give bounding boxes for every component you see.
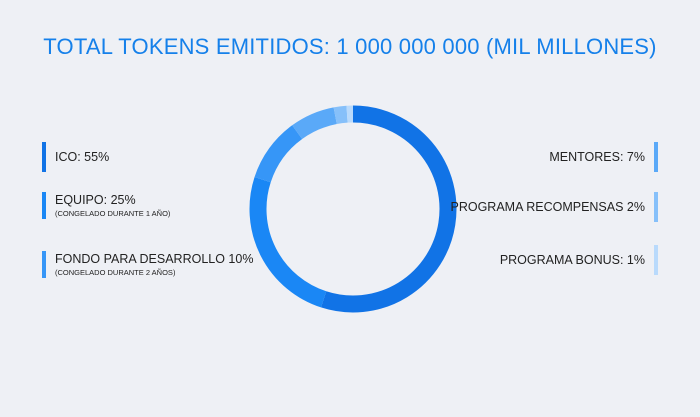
legend-label: FONDO PARA DESARROLLO 10%: [55, 252, 254, 266]
legend-item-fondo-para-desarrollo: FONDO PARA DESARROLLO 10% (CONGELADO DURA…: [42, 251, 253, 278]
donut-slice-programa-recompensas: [333, 105, 348, 125]
legend-note: (CONGELADO DURANTE 2 AÑOS): [55, 268, 176, 277]
chart-title: TOTAL TOKENS EMITIDOS: 1 000 000 000 (MI…: [43, 34, 657, 59]
donut-slice-ico: [321, 105, 457, 313]
legend-label: PROGRAMA RECOMPENSAS 2%: [450, 200, 646, 214]
donut-slice-equipo: [249, 177, 327, 308]
donut-slice-fondo-para-desarrollo: [254, 125, 303, 183]
legend-label: MENTORES: 7%: [549, 150, 645, 164]
donut-slice-mentores: [292, 107, 338, 140]
legend-item-ico: ICO: 55%: [42, 142, 109, 172]
legend-item-equipo: EQUIPO: 25% (CONGELADO DURANTE 1 AÑO): [42, 192, 170, 219]
legend-item-programa-recompensas: PROGRAMA RECOMPENSAS 2%: [450, 192, 658, 222]
donut-chart: [249, 105, 457, 313]
legend-note: (CONGELADO DURANTE 1 AÑO): [55, 209, 171, 218]
legend-label: PROGRAMA BONUS: 1%: [499, 253, 645, 267]
legend-label: ICO: 55%: [55, 150, 110, 164]
legend-item-programa-bonus: PROGRAMA BONUS: 1%: [500, 245, 658, 275]
legend-item-mentores: MENTORES: 7%: [549, 142, 658, 172]
legend-label: EQUIPO: 25%: [55, 193, 136, 207]
